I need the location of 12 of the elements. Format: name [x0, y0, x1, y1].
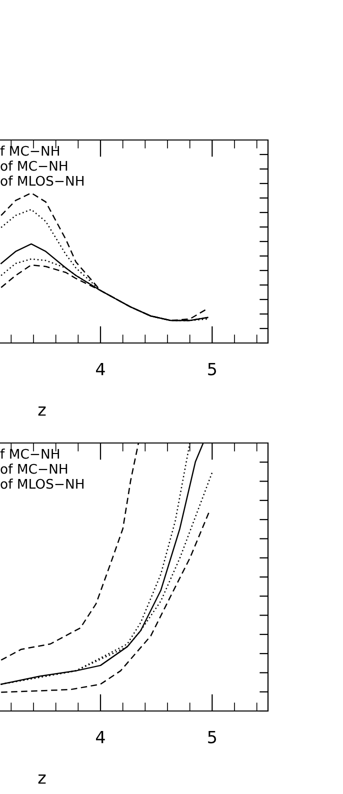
annotation: of MC−NH [0, 464, 68, 474]
x-tick-label: 4 [96, 730, 105, 744]
x-axis-title: z [38, 774, 46, 784]
annotation: of MLOS−NH [0, 478, 84, 489]
x-tick-label: 5 [208, 362, 216, 376]
text: f MC−NH [0, 146, 59, 156]
x-tick-label: 4 [96, 362, 105, 376]
text: of MC−NH [0, 160, 68, 171]
annotation: f MC−NH [0, 448, 59, 459]
text: of MLOS−NH [0, 176, 84, 186]
x-tick-label: 5 [208, 730, 216, 744]
x-axis-title: z [38, 406, 46, 416]
